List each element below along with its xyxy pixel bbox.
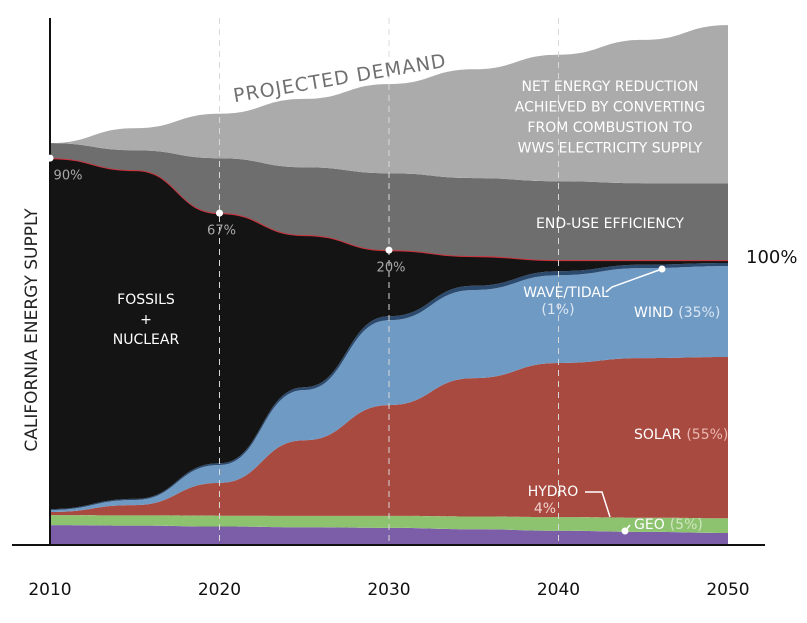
- share-point: [216, 209, 223, 217]
- share-point-label: 90%: [54, 169, 83, 184]
- x-tick-label: 2050: [706, 580, 749, 600]
- area: [50, 158, 728, 510]
- share-label: (55%): [686, 427, 728, 443]
- series-label: WIND: [634, 305, 673, 321]
- share-point-label: 67%: [207, 224, 236, 239]
- series-label: SOLAR: [634, 427, 682, 443]
- callout-dot: [658, 265, 666, 273]
- callout: [605, 268, 663, 293]
- x-tick-label: 2030: [367, 580, 410, 600]
- reference-label: 100%: [746, 247, 797, 268]
- callout: [585, 491, 611, 518]
- series-label: FOSSILS: [117, 292, 175, 308]
- share-label: (1%): [541, 302, 574, 318]
- series-label: END-USE EFFICIENCY: [536, 216, 684, 232]
- series-label: HYDRO: [528, 484, 579, 500]
- share-point-label: 20%: [377, 261, 406, 276]
- share-label: (5%): [670, 517, 703, 533]
- x-tick-label: 2020: [198, 580, 241, 600]
- y-axis-title: CALIFORNIA ENERGY SUPPLY: [22, 208, 42, 452]
- share-point: [46, 154, 54, 162]
- share-label: 4%: [534, 501, 556, 517]
- callout-dot: [621, 527, 629, 535]
- series-label: GEO: [634, 517, 665, 533]
- share-label: (35%): [678, 305, 720, 321]
- series-label: +: [140, 312, 152, 328]
- x-tick-label: 2010: [28, 580, 71, 600]
- series-label: NET ENERGY REDUCTION: [522, 79, 699, 95]
- series-label: ACHIEVED BY CONVERTING: [515, 100, 706, 116]
- series-label: FROM COMBUSTION TO: [527, 120, 692, 136]
- series-label: WWS ELECTRICITY SUPPLY: [518, 141, 703, 157]
- x-tick-label: 2040: [537, 580, 580, 600]
- share-point: [385, 246, 393, 254]
- series-label: WAVE/TIDAL: [523, 285, 609, 301]
- series-label: NUCLEAR: [113, 332, 180, 348]
